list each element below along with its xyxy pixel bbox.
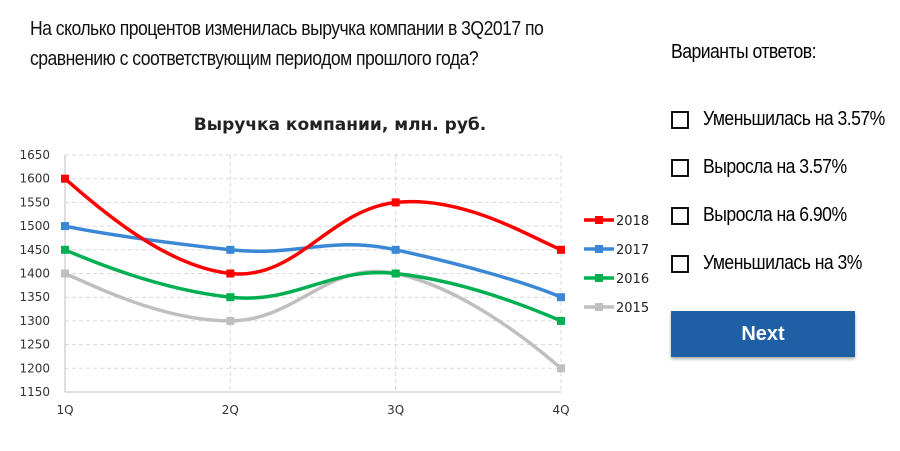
legend-label: 2017: [616, 243, 649, 258]
x-tick-label: 4Q: [552, 403, 569, 417]
data-point-2017: [557, 293, 565, 302]
y-tick-label: 1150: [19, 385, 50, 399]
y-tick-label: 1250: [19, 338, 50, 352]
option-label: Уменьшилась на 3.57%: [703, 108, 885, 130]
data-point-2018: [226, 269, 235, 278]
data-point-2017: [61, 222, 69, 231]
legend-marker-2017: [595, 245, 603, 253]
chart-title: Выручка компании, млн. руб.: [194, 115, 487, 135]
y-tick-label: 1450: [19, 243, 50, 257]
checkbox[interactable]: [671, 110, 689, 129]
option-2[interactable]: Выросла на 3.57%: [671, 156, 866, 179]
data-point-2015: [226, 316, 235, 325]
data-point-2016: [391, 269, 400, 278]
data-point-2015: [61, 269, 69, 278]
y-tick-label: 1500: [19, 219, 50, 233]
option-3[interactable]: Выросла на 6.90%: [671, 204, 866, 227]
x-tick-label: 1Q: [56, 403, 73, 417]
data-point-2018: [557, 245, 565, 254]
y-tick-label: 1550: [19, 195, 50, 209]
data-point-2016: [557, 316, 565, 325]
checkbox[interactable]: [671, 254, 689, 273]
legend-label: 2018: [616, 214, 649, 229]
data-point-2016: [61, 245, 69, 254]
legend-label: 2016: [616, 272, 649, 287]
y-tick-label: 1600: [19, 172, 50, 186]
y-tick-label: 1400: [19, 267, 50, 281]
legend-marker-2018: [595, 216, 603, 224]
x-tick-label: 2Q: [222, 403, 239, 417]
options-title: Варианты ответов:: [671, 41, 817, 63]
option-1[interactable]: Уменьшилась на 3.57%: [671, 108, 900, 131]
option-label: Выросла на 6.90%: [703, 204, 847, 226]
option-label: Выросла на 3.57%: [703, 156, 847, 178]
data-point-2015: [557, 364, 565, 373]
data-point-2017: [391, 245, 400, 254]
data-point-2016: [226, 293, 235, 302]
y-tick-label: 1350: [19, 290, 50, 304]
series-line-2018: [63, 177, 562, 276]
option-4[interactable]: Уменьшилась на 3%: [671, 252, 884, 275]
y-tick-label: 1300: [19, 314, 50, 328]
next-button[interactable]: Next: [671, 311, 855, 357]
series-line-2016: [64, 248, 562, 323]
y-tick-label: 1650: [19, 148, 50, 162]
data-point-2017: [226, 245, 235, 254]
y-tick-label: 1200: [19, 361, 50, 375]
x-tick-label: 3Q: [387, 403, 404, 417]
data-point-2018: [61, 174, 69, 183]
question-text: На сколько процентов изменилась выручка …: [30, 18, 544, 70]
legend-marker-2015: [595, 303, 603, 311]
legend-marker-2016: [595, 274, 603, 282]
checkbox[interactable]: [671, 206, 689, 225]
legend-label: 2015: [616, 301, 649, 316]
option-label: Уменьшилась на 3%: [703, 252, 862, 274]
revenue-chart: Выручка компании, млн. руб. 1150 1200 1250 1…: [19, 115, 649, 417]
checkbox[interactable]: [671, 158, 689, 177]
series-line-2015: [64, 269, 563, 370]
data-point-2018: [391, 198, 400, 207]
